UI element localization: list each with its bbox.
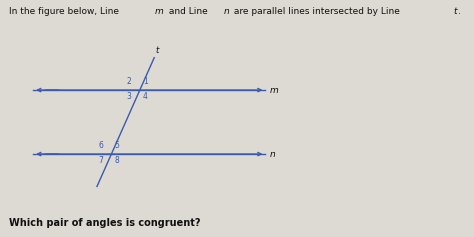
Text: 7: 7 xyxy=(98,156,103,165)
Text: n: n xyxy=(270,150,276,159)
Text: Which pair of angles is congruent?: Which pair of angles is congruent? xyxy=(9,218,201,228)
Text: .: . xyxy=(457,7,460,16)
Text: t: t xyxy=(155,46,158,55)
Text: and Line: and Line xyxy=(166,7,211,16)
Text: m: m xyxy=(155,7,164,16)
Text: 4: 4 xyxy=(143,92,148,101)
Text: t: t xyxy=(453,7,456,16)
Text: 1: 1 xyxy=(143,77,148,87)
Text: 8: 8 xyxy=(115,156,119,165)
Text: In the figure below, Line: In the figure below, Line xyxy=(9,7,122,16)
Text: 6: 6 xyxy=(98,141,103,150)
Text: 3: 3 xyxy=(127,92,131,101)
Text: 2: 2 xyxy=(127,77,131,87)
Text: n: n xyxy=(224,7,230,16)
Text: 5: 5 xyxy=(115,141,119,150)
Text: m: m xyxy=(270,86,279,95)
Text: are parallel lines intersected by Line: are parallel lines intersected by Line xyxy=(231,7,403,16)
